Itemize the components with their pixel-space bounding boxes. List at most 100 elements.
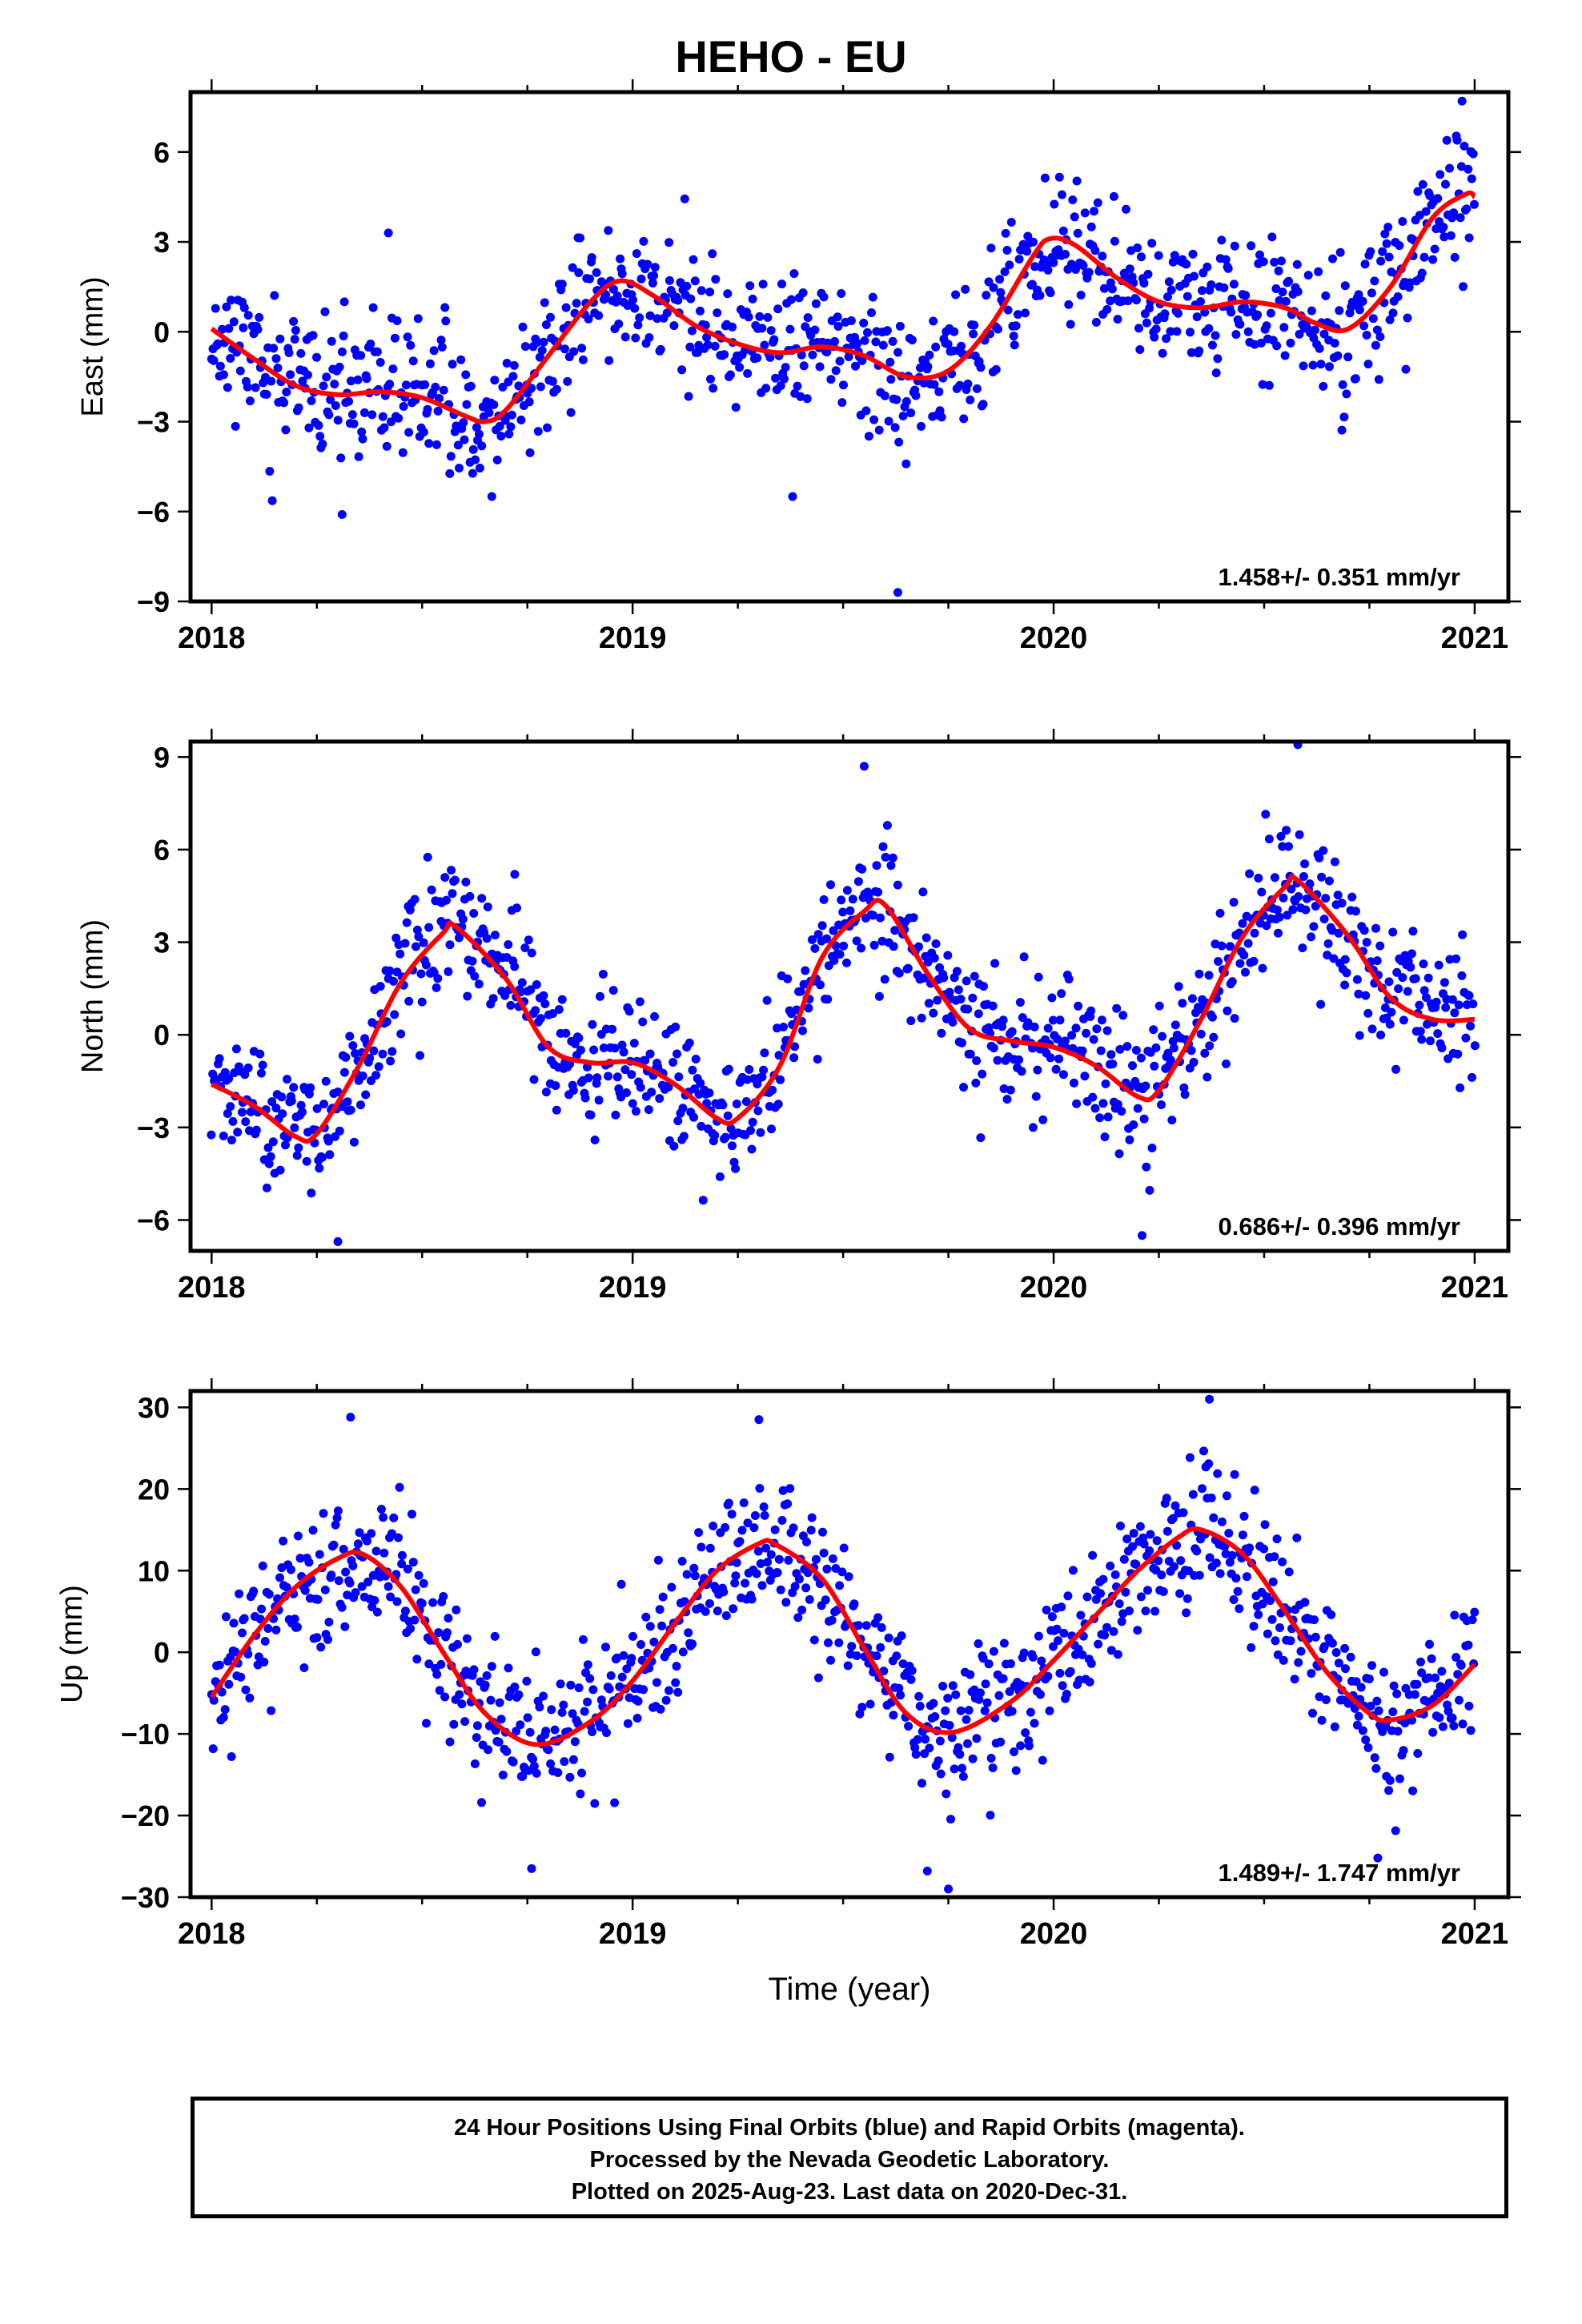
data-point (1431, 1673, 1440, 1683)
data-point (353, 1539, 363, 1549)
data-point (246, 1107, 255, 1116)
data-point (1282, 826, 1291, 835)
data-point (962, 976, 971, 986)
data-point (231, 1044, 241, 1054)
data-point (647, 1088, 656, 1097)
data-point (1046, 1053, 1055, 1063)
data-point (267, 1097, 277, 1107)
data-point (1383, 223, 1393, 232)
data-point (490, 931, 500, 940)
data-point (1443, 1707, 1453, 1716)
data-point (1086, 222, 1096, 231)
data-point (779, 1023, 788, 1031)
plot-frame (188, 739, 1511, 1253)
data-point (1376, 256, 1386, 266)
data-point (1456, 1661, 1466, 1670)
data-point (682, 1570, 692, 1579)
data-point (724, 1064, 733, 1074)
data-point (1242, 1572, 1251, 1582)
data-point (888, 336, 897, 346)
data-point (379, 1548, 389, 1558)
data-point (1319, 329, 1329, 339)
data-point (1262, 921, 1271, 931)
data-point (1452, 954, 1461, 963)
data-point (867, 308, 876, 317)
data-point (1468, 149, 1478, 159)
data-point (1117, 1617, 1126, 1626)
data-point (857, 1703, 867, 1712)
data-point (598, 970, 608, 979)
data-point-outlier (859, 762, 869, 771)
data-point (1151, 324, 1161, 334)
data-point (298, 1108, 307, 1117)
data-point (1363, 1743, 1373, 1752)
data-point (1080, 1072, 1090, 1081)
data-point (620, 1065, 630, 1075)
data-point (1110, 236, 1119, 246)
data-point (784, 1555, 793, 1565)
data-point (809, 1635, 819, 1645)
data-point (378, 412, 387, 421)
data-point (239, 323, 248, 332)
data-point (702, 1099, 712, 1108)
data-point (1187, 994, 1197, 1003)
caption-box: 24 Hour Positions Using Final Orbits (bl… (191, 2097, 1508, 2218)
data-point (790, 1582, 800, 1591)
data-point (1441, 179, 1450, 189)
data-point (429, 346, 439, 356)
data-point (1186, 1046, 1196, 1055)
data-point (641, 1612, 651, 1622)
data-point (886, 375, 896, 384)
data-point (813, 1055, 822, 1064)
data-point (424, 923, 434, 932)
data-point (966, 1670, 975, 1679)
data-point (339, 297, 349, 307)
data-point (1166, 1055, 1175, 1065)
y-tick-label: −30 (121, 1881, 170, 1914)
data-point (913, 1735, 922, 1744)
data-point (1327, 1638, 1337, 1648)
data-point (801, 966, 810, 975)
data-point (1196, 1029, 1206, 1039)
data-point (999, 1638, 1009, 1648)
data-point (520, 943, 530, 952)
data-point (532, 1768, 541, 1778)
data-point (668, 1643, 677, 1653)
data-point (1259, 1544, 1269, 1554)
data-point (915, 1702, 925, 1711)
data-point (1421, 207, 1431, 216)
data-point (721, 1522, 730, 1532)
data-point (1163, 292, 1172, 302)
data-point (1379, 1667, 1388, 1677)
data-point (1406, 963, 1415, 972)
data-point (743, 1518, 753, 1528)
data-point (947, 1733, 957, 1743)
data-point (436, 336, 446, 345)
data-point (1456, 162, 1466, 171)
data-point (1221, 255, 1231, 264)
data-point (440, 303, 450, 312)
data-point (777, 279, 786, 289)
data-point (404, 996, 414, 1006)
data-point (1037, 1656, 1046, 1666)
data-point (353, 375, 363, 384)
data-point (1254, 1610, 1263, 1619)
data-point (1072, 176, 1082, 186)
data-point (925, 350, 934, 360)
data-point (271, 1104, 281, 1113)
data-point (1461, 1033, 1471, 1043)
data-point (1450, 1610, 1460, 1620)
data-point (1125, 264, 1134, 274)
data-point (628, 1631, 637, 1641)
data-point (441, 316, 451, 326)
data-point (1238, 919, 1247, 928)
data-point (628, 1099, 637, 1108)
data-point (574, 1683, 584, 1693)
data-point (741, 1578, 750, 1588)
data-point (460, 1717, 470, 1727)
data-point (974, 1639, 983, 1648)
data-point (1054, 1636, 1063, 1646)
data-point (986, 243, 996, 253)
data-point (572, 299, 581, 308)
data-point (684, 392, 693, 401)
